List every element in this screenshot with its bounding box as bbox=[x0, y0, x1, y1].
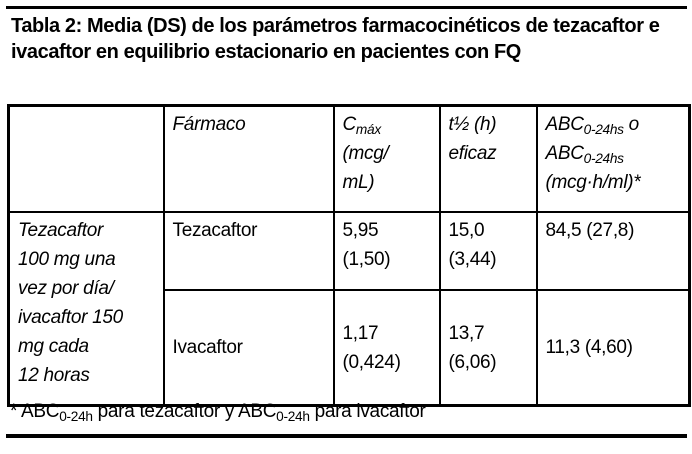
drug-name-cell: Ivacaftor bbox=[162, 289, 335, 407]
thalf-label: t½ (h) eficaz bbox=[448, 114, 497, 164]
thalf-value-cell: 13,7 (6,06) bbox=[438, 289, 538, 407]
footnote-suffix: para ivacaftor bbox=[309, 401, 426, 422]
footnote-subscript-2: 0-24h bbox=[276, 409, 310, 425]
footnote-mid: para tezacaftor y ABC bbox=[92, 401, 277, 422]
header-auc: ABC0-24hs o ABC0-24hs (mcg·h/ml)* bbox=[535, 104, 691, 213]
auc-value-cell: 11,3 (4,60) bbox=[535, 289, 691, 407]
auc-line-2: ABC0-24hs bbox=[546, 139, 683, 168]
cmax-value-cell: 5,95 (1,50) bbox=[332, 211, 441, 291]
table-row-tezacaftor: Tezacaftor 100 mg una vez por día/ ivaca… bbox=[7, 211, 691, 407]
table-row-ivacaftor: Ivacaftor 1,17 (0,424) 13,7 (6,06) 11,3 … bbox=[9, 289, 691, 407]
drug-name-cell: Tezacaftor bbox=[162, 211, 335, 291]
cmax-unit: (mcg/ mL) bbox=[342, 143, 389, 193]
header-farmaco: Fármaco bbox=[162, 104, 335, 213]
auc-line-1: ABC0-24hs o bbox=[546, 110, 683, 139]
pharmacokinetics-table: Fármaco Cmáx (mcg/ mL) t½ (h) eficaz ABC0… bbox=[7, 104, 691, 407]
auc-subscript-1: 0-24hs bbox=[583, 122, 624, 138]
table-title: Tabla 2: Media (DS) de los parámetros fa… bbox=[11, 15, 660, 63]
thalf-value-cell: 15,0 (3,44) bbox=[438, 211, 538, 291]
regimen-cell: Tezacaftor 100 mg una vez por día/ ivaca… bbox=[7, 211, 165, 407]
cmax-symbol: C bbox=[342, 114, 357, 135]
table-footnote: * ABC0-24h para tezacaftor y ABC0-24h pa… bbox=[10, 398, 426, 426]
header-thalf: t½ (h) eficaz bbox=[438, 104, 538, 213]
cmax-value-cell: 1,17 (0,424) bbox=[332, 289, 441, 407]
header-empty-cell bbox=[7, 104, 165, 213]
auc-symbol-1: ABC bbox=[545, 114, 584, 135]
bottom-rule bbox=[6, 434, 687, 438]
cmax-subscript: máx bbox=[355, 122, 381, 138]
top-rule bbox=[6, 6, 687, 9]
auc-value-cell: 84,5 (27,8) bbox=[535, 211, 691, 291]
auc-symbol-2: ABC bbox=[545, 143, 584, 164]
footnote-prefix: * ABC bbox=[10, 401, 60, 422]
auc-subscript-2: 0-24hs bbox=[583, 151, 624, 167]
header-cmax: Cmáx (mcg/ mL) bbox=[332, 104, 441, 213]
auc-unit: (mcg·h/ml)* bbox=[545, 172, 641, 193]
header-row: Fármaco Cmáx (mcg/ mL) t½ (h) eficaz ABC0… bbox=[7, 104, 691, 213]
auc-or: o bbox=[623, 114, 640, 135]
footnote-subscript-1: 0-24h bbox=[59, 409, 93, 425]
